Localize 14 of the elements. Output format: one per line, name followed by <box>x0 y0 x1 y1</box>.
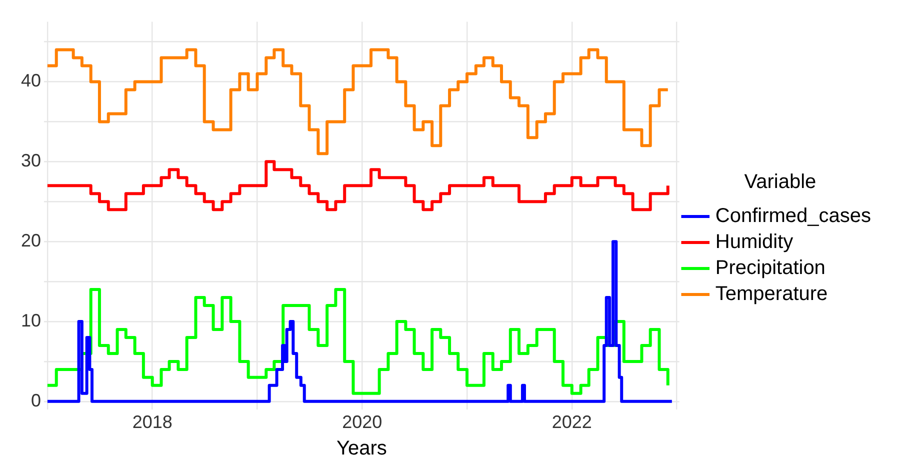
y-tick-label: 40 <box>20 70 42 91</box>
legend-label: Temperature <box>715 283 828 306</box>
legend-title: Variable <box>744 171 816 194</box>
legend-label: Humidity <box>715 231 794 254</box>
y-tick-label: 20 <box>20 230 42 251</box>
x-tick-label: 2020 <box>342 412 382 432</box>
x-tick-label: 2018 <box>132 412 172 432</box>
x-axis-title: Years <box>336 438 387 460</box>
y-tick-label: 10 <box>20 310 42 330</box>
x-tick-label: 2022 <box>552 412 592 432</box>
y-tick-label: 0 <box>31 390 42 410</box>
legend-label: Precipitation <box>715 257 826 280</box>
legend-label: Confirmed_cases <box>715 205 871 228</box>
y-tick-label: 30 <box>20 150 42 171</box>
